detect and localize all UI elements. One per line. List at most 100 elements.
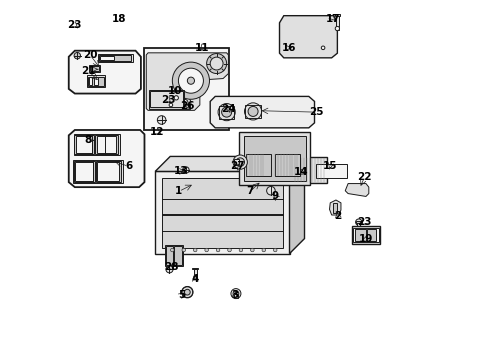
Circle shape xyxy=(335,26,339,31)
Bar xyxy=(74,161,95,182)
Bar xyxy=(74,134,120,155)
Polygon shape xyxy=(69,51,141,94)
Text: 13: 13 xyxy=(173,166,188,176)
Polygon shape xyxy=(329,200,340,215)
Text: 20: 20 xyxy=(83,50,97,60)
Circle shape xyxy=(182,248,185,252)
Bar xyxy=(99,55,131,61)
Bar xyxy=(357,222,360,229)
Circle shape xyxy=(227,248,231,252)
Bar xyxy=(169,97,172,107)
Polygon shape xyxy=(155,171,289,253)
Bar xyxy=(162,178,283,248)
Circle shape xyxy=(170,248,174,252)
Circle shape xyxy=(193,275,197,279)
Bar xyxy=(90,66,99,71)
Text: 27: 27 xyxy=(229,161,244,171)
Circle shape xyxy=(181,287,193,298)
Bar xyxy=(148,90,184,109)
Circle shape xyxy=(174,96,178,100)
Bar xyxy=(88,77,104,86)
Bar xyxy=(233,159,238,165)
Bar xyxy=(95,135,118,154)
Bar xyxy=(73,160,123,183)
Text: 23: 23 xyxy=(67,20,81,30)
Bar xyxy=(366,229,375,241)
Circle shape xyxy=(210,57,223,70)
Text: 19: 19 xyxy=(358,234,372,244)
Circle shape xyxy=(262,248,265,252)
Circle shape xyxy=(206,54,226,73)
Circle shape xyxy=(244,103,261,120)
Circle shape xyxy=(235,158,244,166)
Circle shape xyxy=(321,46,324,50)
Bar xyxy=(233,294,238,298)
Bar xyxy=(193,269,196,279)
Polygon shape xyxy=(210,96,314,128)
Polygon shape xyxy=(69,130,144,187)
Bar xyxy=(97,162,119,181)
Bar xyxy=(334,14,340,17)
Bar xyxy=(96,161,121,182)
Bar xyxy=(244,136,305,181)
Circle shape xyxy=(355,219,361,225)
Bar xyxy=(351,226,380,244)
Circle shape xyxy=(187,77,194,84)
Text: 18: 18 xyxy=(111,14,126,23)
Circle shape xyxy=(239,248,242,252)
Text: 10: 10 xyxy=(167,86,182,96)
Text: 7: 7 xyxy=(246,186,253,197)
Circle shape xyxy=(157,116,165,124)
Text: 26: 26 xyxy=(180,102,194,111)
Text: 28: 28 xyxy=(164,262,179,272)
Text: 17: 17 xyxy=(325,14,340,23)
Bar xyxy=(100,56,114,60)
Circle shape xyxy=(216,248,220,252)
Bar xyxy=(143,48,229,130)
Text: 4: 4 xyxy=(191,274,199,284)
Bar xyxy=(315,163,346,178)
Bar xyxy=(98,54,133,62)
Polygon shape xyxy=(289,157,304,253)
Text: 15: 15 xyxy=(322,161,337,171)
Text: 22: 22 xyxy=(357,172,371,182)
Bar xyxy=(75,162,93,181)
Circle shape xyxy=(178,68,203,93)
Bar xyxy=(355,221,361,223)
Text: 14: 14 xyxy=(293,167,307,177)
Text: 9: 9 xyxy=(271,192,278,202)
Circle shape xyxy=(172,62,209,99)
Text: 12: 12 xyxy=(150,127,164,137)
Bar xyxy=(174,88,178,99)
Circle shape xyxy=(218,104,235,121)
Text: 23: 23 xyxy=(357,217,371,227)
Bar xyxy=(88,77,92,85)
Circle shape xyxy=(165,266,173,273)
Polygon shape xyxy=(146,53,228,111)
Circle shape xyxy=(169,103,172,107)
Bar xyxy=(74,135,94,154)
Polygon shape xyxy=(155,157,304,171)
Text: 3: 3 xyxy=(231,290,238,300)
Text: 6: 6 xyxy=(125,161,132,171)
Text: 11: 11 xyxy=(195,43,209,53)
Text: 1: 1 xyxy=(175,186,182,197)
Bar xyxy=(274,154,299,176)
Bar xyxy=(173,246,182,265)
Polygon shape xyxy=(345,184,368,197)
Polygon shape xyxy=(279,16,337,58)
Bar xyxy=(239,132,309,185)
Bar xyxy=(165,245,183,266)
Bar xyxy=(76,136,92,153)
Bar xyxy=(94,77,98,85)
Bar xyxy=(335,16,338,30)
Text: 5: 5 xyxy=(178,290,185,300)
Bar xyxy=(179,104,190,109)
Bar xyxy=(89,65,100,72)
Bar xyxy=(352,228,378,242)
Bar xyxy=(332,203,336,213)
Bar xyxy=(192,267,198,269)
Text: 8: 8 xyxy=(84,135,91,145)
Circle shape xyxy=(221,107,231,117)
Bar xyxy=(173,88,179,90)
